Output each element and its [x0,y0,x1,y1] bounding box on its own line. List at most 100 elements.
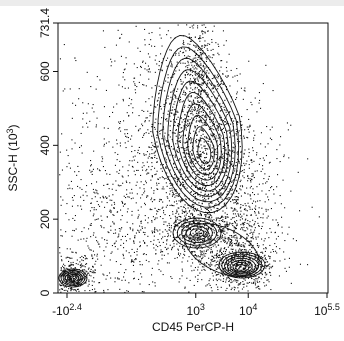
event-dot [68,162,70,164]
event-dot [227,130,229,132]
event-dot [208,164,210,166]
event-dot [111,245,113,247]
event-dot [169,204,171,206]
event-dot [153,235,155,237]
event-dot [140,197,142,199]
event-dot [221,253,223,255]
event-dot [205,148,207,150]
event-dot [242,259,244,261]
event-dot [167,151,169,153]
event-dot [219,103,221,105]
event-dot [199,256,201,258]
event-dot [137,209,139,211]
event-dot [165,145,167,147]
event-dot [239,266,241,268]
event-dot [196,256,198,258]
event-dot [230,69,232,71]
event-dot [250,242,252,244]
event-dot [239,73,241,75]
event-dot [99,79,101,81]
event-dot [178,252,180,254]
event-dot [179,193,181,195]
event-dot [82,194,84,196]
event-dot [240,151,242,153]
event-dot [200,232,202,234]
event-dot [216,225,218,227]
event-dot [84,266,86,268]
event-dot [184,94,186,96]
event-dot [202,242,204,244]
event-dot [213,54,215,56]
event-dot [269,263,271,265]
event-dot [91,254,93,256]
event-dot [227,176,229,178]
event-dot [270,231,272,233]
event-dot [180,117,182,119]
event-dot [204,225,206,227]
event-dot [206,241,208,243]
event-dot [174,229,176,231]
event-dot [103,227,105,229]
event-dot [200,55,202,57]
event-dot [234,222,236,224]
event-dot [170,146,172,148]
event-dot [200,237,202,239]
event-dot [85,191,87,193]
event-dot [131,151,133,153]
event-dot [159,216,161,218]
event-dot [307,158,309,160]
event-dot [201,84,203,86]
event-dot [102,273,104,275]
event-dot [235,179,237,181]
event-dot [260,132,262,134]
event-dot [118,84,120,86]
event-dot [239,266,241,268]
event-dot [105,278,107,280]
event-dot [149,71,151,73]
event-dot [193,218,195,220]
event-dot [117,184,119,186]
event-dot [270,267,272,269]
event-dot [251,175,253,177]
event-dot [168,222,170,224]
event-dot [224,268,226,270]
event-dot [200,214,202,216]
event-dot [224,270,226,272]
event-dot [106,197,108,199]
event-dot [184,135,186,137]
event-dot [154,151,156,153]
event-dot [77,280,79,282]
event-dot [219,249,221,251]
event-dot [299,210,301,212]
event-dot [216,166,218,168]
event-dot [140,222,142,224]
event-dot [194,198,196,200]
event-dot [136,254,138,256]
event-dot [216,274,218,276]
event-dot [235,209,237,211]
event-dot [142,231,144,233]
event-dot [203,76,205,78]
event-dot [106,183,108,185]
event-dot [65,257,67,259]
event-dot [200,165,202,167]
event-dot [189,222,191,224]
event-dot [195,45,197,47]
event-dot [248,252,250,254]
event-dot [211,181,213,183]
event-dot [226,158,228,160]
event-dot [240,249,242,251]
event-dot [228,149,230,151]
event-dot [243,278,245,280]
event-dot [206,152,208,154]
event-dot [77,239,79,241]
event-dot [202,33,204,35]
event-dot [189,125,191,127]
event-dot [277,224,279,226]
event-dot [205,60,207,62]
event-dot [214,148,216,150]
event-dot [162,201,164,203]
event-dot [127,137,129,139]
event-dot [252,236,254,238]
